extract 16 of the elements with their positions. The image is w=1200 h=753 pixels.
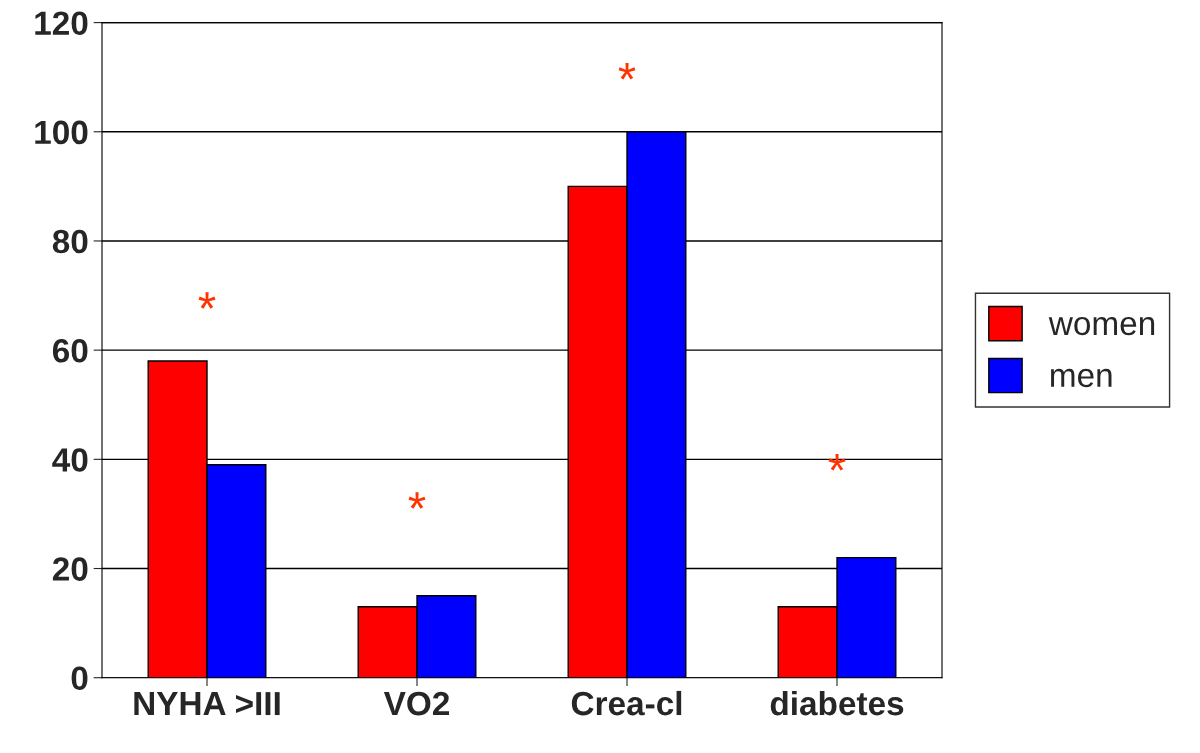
- x-tick-label: NYHA >III: [134, 692, 280, 716]
- y-tick-label: 0: [71, 666, 88, 691]
- x-tick-label: diabetes: [770, 690, 904, 716]
- legend-label: women: [1048, 316, 1155, 336]
- y-tick-label: 60: [52, 338, 88, 363]
- y-tick-label: 120: [35, 11, 88, 35]
- y-tick-label: 20: [52, 557, 88, 581]
- annotation: *: [408, 492, 426, 509]
- legend-label: men: [1051, 368, 1112, 388]
- x-tick-label: Crea-cl: [571, 690, 682, 716]
- y-tick-label: 40: [52, 448, 88, 472]
- y-tick-label: 80: [52, 229, 88, 254]
- x-tick-label: VO2: [383, 691, 450, 716]
- annotation: *: [618, 62, 636, 80]
- y-tick-label: 100: [35, 120, 88, 145]
- annotation: *: [198, 292, 216, 309]
